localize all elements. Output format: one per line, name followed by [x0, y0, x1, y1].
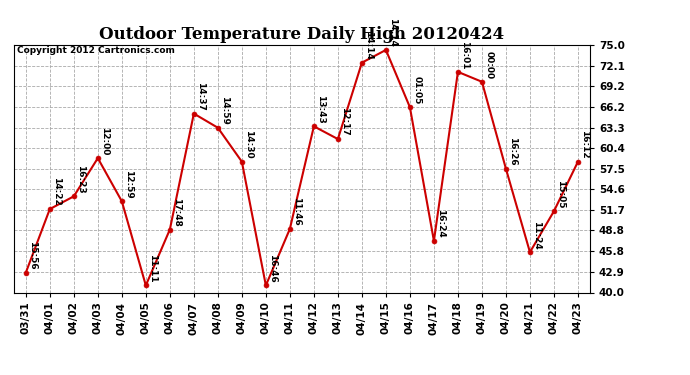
Text: 16:01: 16:01: [460, 40, 469, 69]
Text: 14:37: 14:37: [196, 82, 205, 111]
Text: 17:48: 17:48: [172, 198, 181, 227]
Text: 11:11: 11:11: [148, 254, 157, 283]
Text: 14:30: 14:30: [244, 130, 253, 159]
Text: 12:00: 12:00: [100, 127, 109, 155]
Text: 16:46: 16:46: [268, 254, 277, 283]
Text: 14:14: 14:14: [364, 31, 373, 60]
Text: 14:14: 14:14: [388, 18, 397, 47]
Text: 16:24: 16:24: [436, 209, 445, 238]
Text: Copyright 2012 Cartronics.com: Copyright 2012 Cartronics.com: [17, 46, 175, 55]
Title: Outdoor Temperature Daily High 20120424: Outdoor Temperature Daily High 20120424: [99, 27, 504, 44]
Text: 16:26: 16:26: [509, 137, 518, 166]
Text: 16:12: 16:12: [580, 130, 589, 159]
Text: 11:46: 11:46: [293, 197, 302, 226]
Text: 14:59: 14:59: [220, 96, 229, 125]
Text: 00:00: 00:00: [484, 51, 493, 79]
Text: 15:56: 15:56: [28, 241, 37, 270]
Text: 12:59: 12:59: [124, 170, 133, 198]
Text: 13:43: 13:43: [316, 95, 325, 123]
Text: 11:24: 11:24: [533, 220, 542, 249]
Text: 12:17: 12:17: [340, 108, 349, 136]
Text: 01:05: 01:05: [413, 76, 422, 104]
Text: 15:05: 15:05: [556, 180, 565, 209]
Text: 14:22: 14:22: [52, 177, 61, 206]
Text: 16:23: 16:23: [76, 165, 86, 194]
